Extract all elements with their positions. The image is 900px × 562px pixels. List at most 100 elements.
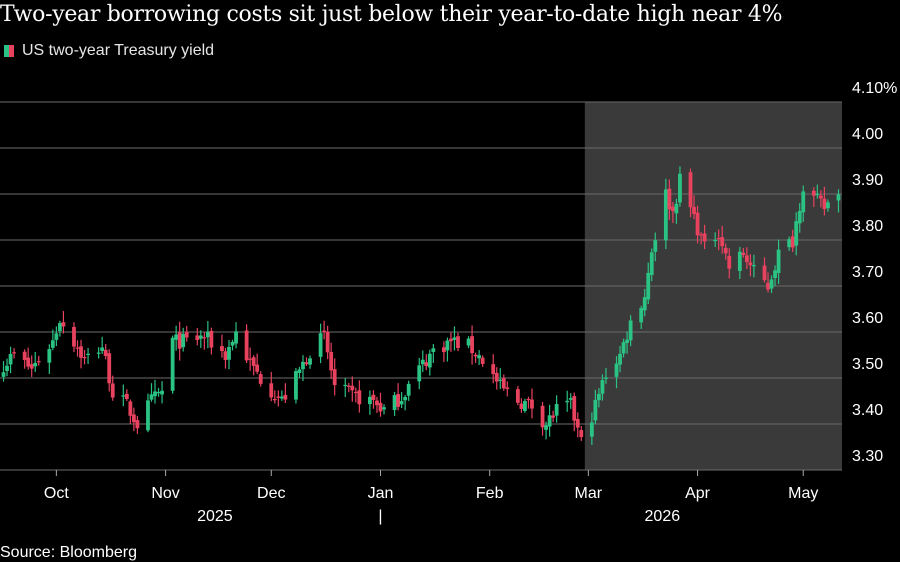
x-tick-label: Oct	[44, 485, 69, 502]
candle-up	[826, 202, 830, 209]
chart-title: Two-year borrowing costs sit just below …	[0, 2, 783, 27]
candle-up	[1, 372, 6, 377]
candle-up	[625, 339, 629, 343]
candle-up	[565, 400, 570, 403]
candle-up	[621, 342, 626, 354]
x-tick-label: Jan	[368, 485, 394, 502]
candle-up	[318, 333, 323, 357]
candle-up	[230, 341, 235, 346]
candle-up	[649, 252, 654, 275]
candle-up	[420, 359, 425, 365]
candle-up	[477, 355, 482, 359]
candle-down	[723, 247, 728, 254]
chart-legend: US two-year Treasury yield	[4, 42, 214, 60]
candle-down	[424, 362, 429, 367]
candle-down	[258, 374, 263, 384]
candle-down	[124, 393, 129, 400]
candle-up	[100, 347, 105, 351]
candle-down	[244, 330, 249, 361]
candle-up	[568, 398, 573, 400]
candle-up	[156, 391, 161, 394]
candle-down	[818, 195, 823, 199]
candle-up	[96, 352, 101, 354]
candle-down	[822, 198, 827, 210]
candle-down	[766, 282, 770, 290]
candle-down	[248, 358, 253, 360]
candle-up	[50, 340, 55, 348]
candle-up	[343, 384, 348, 387]
candle-up	[678, 173, 682, 203]
candle-down	[811, 190, 816, 196]
candle-up	[554, 404, 559, 416]
candle-down	[72, 326, 76, 347]
candle-down	[251, 357, 256, 366]
y-tick-label: 3.60	[852, 310, 883, 327]
candle-down	[103, 349, 108, 356]
y-tick-label: 3.40	[852, 402, 883, 419]
candle-down	[494, 372, 499, 382]
candle-down	[470, 336, 474, 354]
candle-down	[128, 401, 133, 416]
candle-down	[449, 338, 453, 342]
candle-down	[699, 234, 703, 236]
candle-up	[198, 335, 203, 339]
candle-down	[396, 394, 401, 407]
candle-down	[526, 399, 531, 401]
candle-up	[593, 399, 598, 421]
candle-down	[255, 364, 260, 372]
candle-up	[445, 340, 450, 351]
candle-up	[653, 240, 658, 252]
candle-up	[5, 365, 9, 371]
candle-up	[297, 369, 302, 373]
candle-down	[540, 405, 545, 428]
candle-up	[597, 393, 601, 401]
candle-down	[177, 332, 182, 349]
candle-down	[350, 385, 355, 391]
candle-down	[688, 172, 693, 208]
candle-down	[530, 399, 534, 409]
candle-down	[61, 322, 66, 327]
chart-source: Source: Bloomberg	[0, 544, 137, 561]
y-tick-label: 3.30	[852, 448, 883, 465]
candle-up	[57, 323, 62, 332]
candle-down	[441, 347, 446, 353]
candle-down	[82, 357, 87, 359]
candle-up	[801, 191, 806, 213]
candle-up	[523, 401, 527, 411]
candle-down	[329, 351, 334, 371]
candle-down	[135, 420, 140, 429]
candle-down	[741, 252, 746, 256]
candle-up	[589, 422, 594, 437]
y-tick-label: 3.80	[852, 218, 883, 235]
candle-up	[604, 377, 608, 379]
x-tick-label: May	[788, 485, 818, 502]
candle-down	[515, 389, 520, 403]
y-tick-label: 3.50	[852, 356, 883, 373]
candle-up	[382, 407, 386, 410]
candle-up	[646, 272, 651, 300]
candle-up	[181, 333, 186, 348]
candle-up	[773, 270, 777, 279]
candle-down	[473, 354, 478, 357]
candle-up	[146, 400, 150, 431]
candle-up	[160, 390, 164, 395]
candle-down	[283, 394, 288, 400]
candle-down	[378, 402, 383, 412]
candle-down	[202, 337, 207, 339]
candle-down	[220, 346, 224, 352]
candle-up	[498, 379, 503, 381]
candle-down	[692, 206, 696, 215]
x-tick-label: Mar	[575, 485, 603, 502]
candle-down	[353, 391, 358, 394]
candle-up	[639, 308, 644, 323]
candle-down	[322, 330, 327, 332]
candle-up	[205, 331, 210, 338]
candle-up	[713, 239, 718, 242]
candle-down	[790, 236, 795, 248]
candle-down	[695, 212, 700, 236]
candle-down	[12, 352, 16, 354]
candle-up	[301, 361, 305, 370]
candle-down	[223, 351, 228, 361]
candle-down	[29, 364, 34, 369]
candle-down	[762, 265, 767, 281]
